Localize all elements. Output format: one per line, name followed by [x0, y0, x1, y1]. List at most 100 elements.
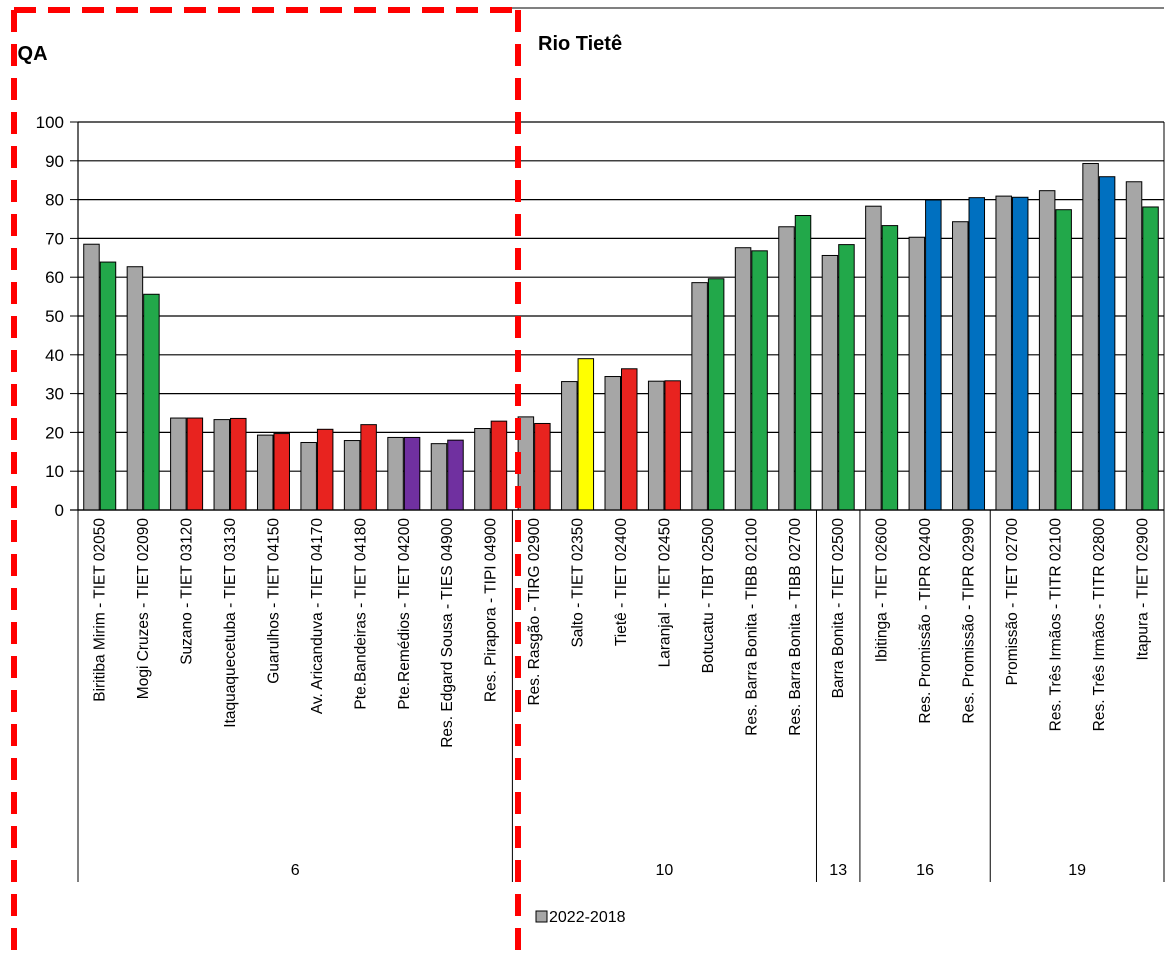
- bar-2022-2018: [170, 417, 187, 511]
- bar-2022-2018: [1125, 181, 1143, 511]
- category-label: Res. Promissão - TIPR 02400: [917, 518, 934, 724]
- bar-2022: [621, 368, 638, 511]
- y-axis-title: IQA: [12, 43, 48, 65]
- category-label: Res. Pirapora - TIPI 04900: [483, 518, 500, 702]
- bar-2022-2018: [561, 381, 578, 511]
- category-label: Suzano - TIET 03120: [179, 518, 196, 665]
- category-label: Pte.Remédios - TIET 04200: [396, 518, 413, 710]
- y-tick-labels: 0 10 20 30 40 50 60 70 80 90 100: [36, 113, 64, 520]
- group-label: 19: [1068, 862, 1086, 879]
- chart-title: Rio Tietê: [538, 33, 622, 55]
- bar-2022-2018: [387, 436, 404, 511]
- category-label: Promissão - TIET 02700: [1004, 518, 1021, 686]
- bar-2022-2018: [1082, 163, 1099, 511]
- bar-2022: [968, 197, 986, 511]
- category-label: Res. Três Irmãos - TITR 02100: [1047, 518, 1064, 732]
- category-label: Av. Aricanduva - TIET 04170: [309, 518, 326, 715]
- bar-2022-2018: [1038, 190, 1056, 511]
- bar-2022-2018: [213, 419, 231, 511]
- category-label: Res. Promissão - TIPR 02990: [961, 518, 978, 724]
- category-label: Res. Rasgão - TIRG 02900: [526, 518, 543, 706]
- bar-2022: [447, 439, 464, 511]
- category-label: Botucatu - TIBT 02500: [700, 518, 717, 674]
- bar-2022: [707, 278, 725, 511]
- bar-2022: [273, 433, 290, 511]
- highlight-box: [11, 7, 521, 953]
- group-label: 13: [829, 862, 847, 879]
- bar-2022: [186, 417, 204, 511]
- bar-2022: [838, 244, 855, 511]
- bar-2022-2018: [604, 376, 621, 511]
- bar-2022-2018: [865, 205, 882, 511]
- bar-2022-2018: [343, 440, 361, 511]
- bar-2022-2018: [300, 441, 317, 511]
- category-label: Res. Barra Bonita - TIBB 02700: [787, 518, 804, 736]
- bar-2022: [143, 293, 160, 511]
- bar-2022-2018: [647, 380, 665, 511]
- bar-2022: [664, 380, 681, 511]
- legend: 2022-2018: [535, 909, 626, 926]
- bar-2022-2018: [734, 247, 752, 511]
- bars: [83, 163, 1159, 511]
- category-label: Barra Bonita - TIET 02500: [830, 518, 847, 699]
- bar-2022: [316, 428, 334, 511]
- bar-2022-2018: [430, 443, 448, 511]
- y-tick-label: 70: [45, 229, 64, 248]
- bar-2022-2018: [995, 195, 1012, 511]
- bar-2022: [403, 436, 421, 511]
- category-label: Mogi Cruzes - TIET 02090: [135, 518, 152, 700]
- bar-2022: [360, 424, 377, 511]
- category-label: Itaquaquecetuba - TIET 03130: [222, 518, 239, 728]
- axes: [70, 122, 1165, 882]
- bar-2022: [577, 358, 595, 511]
- category-label: Ibitinga - TIET 02600: [874, 518, 891, 663]
- bar-2022: [1055, 209, 1072, 511]
- category-labels: Biritiba Mirim - TIET 02050 Mogi Cruzes -…: [92, 518, 1152, 748]
- group-label: 10: [656, 862, 674, 879]
- y-tick-label: 90: [45, 152, 64, 171]
- category-label: Guarulhos - TIET 04150: [265, 518, 282, 684]
- bar-2022-2018: [474, 428, 491, 511]
- bar-2022: [794, 215, 812, 511]
- y-tick-label: 40: [45, 346, 64, 365]
- category-label: Pte.Bandeiras - TIET 04180: [352, 518, 369, 710]
- bar-2022: [925, 199, 942, 511]
- y-tick-label: 50: [45, 307, 64, 326]
- y-tick-label: 0: [55, 501, 64, 520]
- bar-2022-2018: [952, 221, 969, 511]
- category-label: Biritiba Mirim - TIET 02050: [92, 518, 109, 702]
- bar-2022-2018: [778, 226, 795, 511]
- bar-2022: [881, 225, 899, 511]
- category-label: Res. Barra Bonita - TIBB 02100: [743, 518, 760, 736]
- bar-2022: [1098, 176, 1116, 511]
- group-label: 16: [916, 862, 934, 879]
- category-label: Tietê - TIET 02400: [613, 518, 630, 646]
- y-tick-label: 10: [45, 462, 64, 481]
- y-tick-label: 20: [45, 423, 64, 442]
- bar-2022: [490, 420, 508, 511]
- bar-2022: [534, 422, 551, 511]
- category-label: Laranjal - TIET 02450: [656, 518, 673, 668]
- category-label: Itapura - TIET 02900: [1134, 518, 1151, 661]
- category-label: Res. Edgard Sousa - TIES 04900: [439, 518, 456, 748]
- group-label: 6: [291, 862, 300, 879]
- bar-2022-2018: [126, 266, 144, 511]
- legend-swatch: [535, 910, 548, 923]
- y-tick-label: 80: [45, 191, 64, 210]
- y-tick-label: 30: [45, 385, 64, 404]
- bar-2022: [751, 250, 768, 511]
- bar-2022-2018: [256, 434, 274, 511]
- bar-2022-2018: [83, 243, 100, 511]
- category-label: Salto - TIET 02350: [570, 518, 587, 648]
- bar-2022-2018: [691, 282, 708, 511]
- bar-2022: [230, 417, 247, 511]
- y-tick-label: 60: [45, 268, 64, 287]
- bar-2022: [1011, 196, 1029, 511]
- category-label: Res. Três Irmãos - TITR 02800: [1091, 518, 1108, 732]
- group-labels: 6 10 13 16 19: [291, 862, 1086, 879]
- legend-label: 2022-2018: [549, 909, 626, 926]
- bar-2022: [99, 261, 117, 511]
- bar-2022-2018: [908, 236, 926, 511]
- y-tick-label: 100: [36, 113, 64, 132]
